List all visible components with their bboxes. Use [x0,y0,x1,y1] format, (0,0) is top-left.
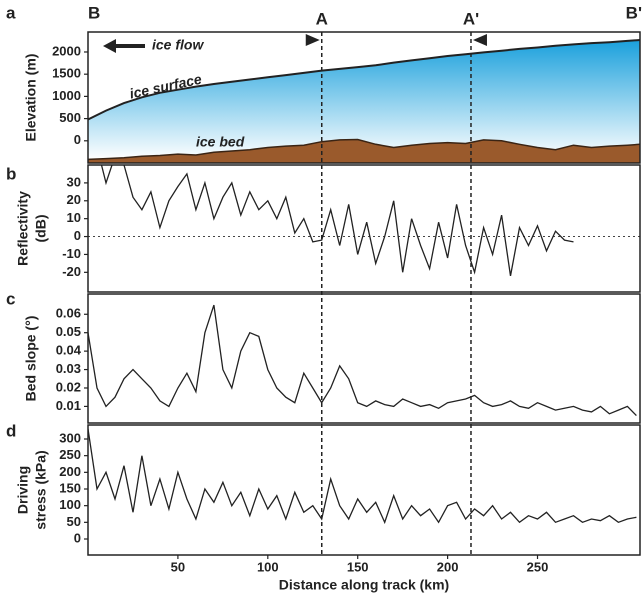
y-axis-title: Bed slope (°) [23,316,39,402]
y-axis-title: Driving [15,466,31,514]
x-axis-title: Distance along track (km) [279,577,449,593]
y-tick-label: 1000 [52,88,81,103]
y-tick-label: 10 [67,210,81,225]
bed-area [88,139,640,163]
flow-arrow-head [103,39,116,53]
y-tick-label: 500 [59,110,81,125]
section-label: B [88,3,100,22]
plot-area [88,304,637,417]
marker-arrow [305,34,320,46]
y-axis-title: stress (kPa) [33,450,49,529]
y-axis-title: Elevation (m) [23,54,39,142]
plot-area [88,165,640,277]
panel-frame [87,424,641,556]
ice-bed-line [88,138,640,161]
y-tick-label: 150 [59,480,81,495]
y-axis-title: (dB) [33,215,49,243]
ice-area [88,40,640,160]
y-tick-label: 250 [59,447,81,462]
x-tick-label: 200 [437,559,459,574]
panel-frame [87,31,641,164]
y-tick-label: -10 [62,246,81,261]
y-tick-label: 2000 [52,43,81,58]
data-line [100,165,574,277]
panel-frame [87,293,641,424]
panel-frame [87,164,641,293]
y-tick-label: 50 [67,514,81,529]
y-tick-label: 200 [59,464,81,479]
x-tick-label: 150 [347,559,369,574]
y-axis-title: Reflectivity [15,191,31,266]
y-tick-label: 0.01 [56,398,81,413]
y-tick-label: 100 [59,497,81,512]
x-tick-label: 50 [171,559,185,574]
marker-label: A' [463,9,479,28]
y-tick-label: 1500 [52,66,81,81]
y-tick-label: -20 [62,264,81,279]
plot-area [88,39,640,163]
y-tick-label: 0 [74,228,81,243]
ice-surface-line [88,39,640,121]
marker-label: A [316,9,328,28]
marker-arrow [472,34,487,46]
y-tick-label: 30 [67,174,81,189]
y-tick-label: 0.02 [56,379,81,394]
y-tick-label: 20 [67,192,81,207]
y-tick-label: 0.04 [56,343,82,358]
y-tick-label: 0 [74,132,81,147]
y-tick-label: 0 [74,530,81,545]
panel-letter: b [6,164,16,183]
panel-letter: d [6,421,16,440]
x-tick-label: 250 [527,559,549,574]
data-line [88,428,637,525]
plot-area [88,428,637,525]
panel-letter: c [6,289,15,308]
x-tick-label: 100 [257,559,279,574]
panel-letter: a [6,3,16,22]
y-tick-label: 0.03 [56,361,81,376]
y-tick-label: 0.06 [56,306,81,321]
y-tick-label: 300 [59,430,81,445]
series-label: ice bed [196,134,245,150]
section-label: B' [626,3,642,22]
y-tick-label: 0.05 [56,324,81,339]
data-line [88,304,637,417]
flow-label: ice flow [152,37,204,53]
